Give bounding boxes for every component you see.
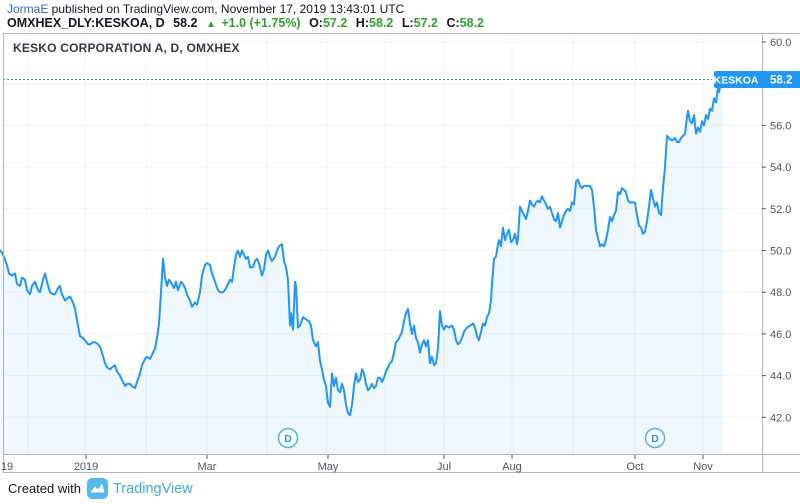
y-axis-label: 44.0 [770,371,791,383]
svg-text:KESKOA: KESKOA [714,75,759,87]
open-value: 57.2 [322,16,348,30]
y-axis-label: 56.0 [770,120,791,132]
publish-line: JormaE published on TradingView.com, Nov… [7,2,404,16]
y-axis-label: 60.0 [770,37,791,49]
high-label: H: [355,16,369,30]
last-price: 58.2 [173,16,198,30]
x-axis-label: 19 [1,461,13,473]
low-value: 57.2 [413,16,438,30]
chart-title-overlay: KESKO CORPORATION A, D, OMXHEX [13,41,240,55]
y-axis-label: 48.0 [770,287,791,299]
x-axis-label: Aug [502,461,522,473]
low-pair: L:57.2 [402,16,438,30]
last-price-axis-label: 58.2 [757,71,800,89]
chart-region: D D 42.044.046.048.050.052.054.056.058.0… [0,33,800,473]
tradingview-logo-icon[interactable] [86,478,108,499]
open-label: O: [309,16,323,30]
x-axis-label: Oct [626,461,643,473]
change-up-icon: ▲ [205,19,216,30]
y-axis-label: 50.0 [770,246,791,258]
y-axis-label: 54.0 [770,162,791,174]
v-gridlines [27,33,704,454]
author-link[interactable]: JormaE [7,2,49,16]
svg-text:D: D [651,433,659,445]
x-axis-label: May [318,461,339,473]
price-area-fill [0,79,723,454]
high-pair: H:58.2 [356,16,394,30]
snapshot-header: JormaE published on TradingView.com, Nov… [0,0,800,33]
x-axis-label: Jul [437,461,451,473]
close-value: 58.2 [459,16,485,30]
symbol-flag-label: KESKOA [714,71,759,89]
y-axis-label: 46.0 [770,329,791,341]
dividend-marker[interactable]: D [644,427,666,449]
low-label: L: [401,16,414,30]
time-axis[interactable]: 19 2019 Mar May Jul Aug Oct Nov [1,455,713,473]
price-axis[interactable]: 42.044.046.048.050.052.054.056.058.060.0… [757,37,800,424]
tradingview-brand-link[interactable]: TradingView [112,480,193,497]
open-pair: O:57.2 [309,16,347,30]
price-line [0,78,724,417]
symbol-name: OMXHEX_DLY:KESKOA, D [7,16,165,30]
x-axis-label: Nov [693,461,713,473]
close-pair: C:58.2 [446,16,484,30]
price-chart[interactable]: D D 42.044.046.048.050.052.054.056.058.0… [0,33,800,473]
x-axis-label: 2019 [74,461,98,473]
snapshot-footer: Created with TradingView [0,473,800,504]
high-value: 58.2 [369,16,394,30]
close-label: C: [446,16,460,30]
y-axis-label: 52.0 [770,204,791,216]
chart-borders [3,33,800,473]
y-axis-label: 42.0 [770,412,791,424]
tradingview-logo-glyph [90,483,105,493]
x-axis-label: Mar [198,461,217,473]
publish-info: published on TradingView.com, November 1… [48,2,405,16]
change-value: +1.0 (+1.75%) [221,16,301,30]
dividend-marker[interactable]: D [277,427,299,449]
symbol-ohlc-bar: OMXHEX_DLY:KESKOA, D 58.2 ▲ +1.0 (+1.75%… [7,16,489,30]
svg-text:58.2: 58.2 [770,75,792,87]
svg-text:D: D [284,433,292,445]
created-with-text: Created with [8,481,81,496]
